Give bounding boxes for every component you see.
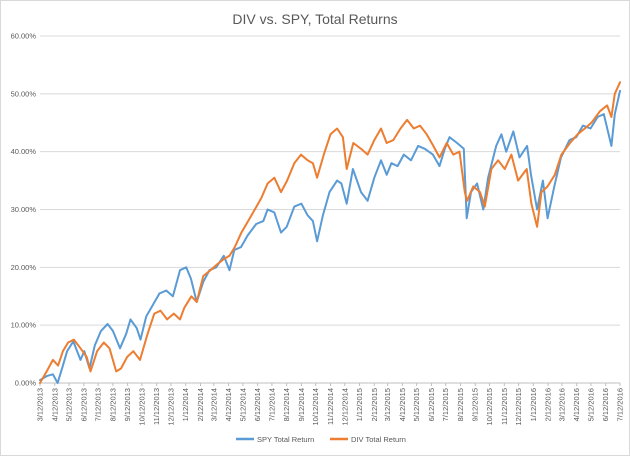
x-tick-label: 5/12/2016 <box>586 388 595 421</box>
y-tick-label: 10.00% <box>11 321 37 330</box>
x-tick-label: 7/12/2013 <box>94 388 103 421</box>
y-tick-label: 50.00% <box>11 89 37 98</box>
x-tick-label: 6/12/2016 <box>601 388 610 421</box>
gridlines <box>40 35 620 384</box>
legend-label: SPY Total Return <box>257 435 314 444</box>
x-tick-label: 5/12/2014 <box>238 388 247 421</box>
series-lines <box>39 81 621 384</box>
x-tick-label: 5/12/2013 <box>65 388 74 421</box>
y-tick-label: 0.00% <box>15 379 37 388</box>
legend: SPY Total Return DIV Total Return <box>236 435 406 444</box>
x-tick-label: 3/12/2015 <box>383 388 392 421</box>
x-tick-label: 2/12/2015 <box>370 388 379 421</box>
y-axis: 0.00% 10.00% 20.00% 30.00% 40.00% 50.00% 60.00… <box>11 32 37 388</box>
x-tick-label: 1/12/2014 <box>181 388 190 421</box>
x-tick-label: 3/12/2013 <box>36 388 45 421</box>
x-tick-label: 6/12/2014 <box>253 388 262 421</box>
x-tick-label: 4/12/2016 <box>572 388 581 421</box>
x-tick-label: 6/12/2013 <box>79 388 88 421</box>
x-tick-label: 2/12/2016 <box>544 388 553 421</box>
y-tick-label: 20.00% <box>11 263 37 272</box>
x-tick-label: 8/12/2015 <box>456 388 465 421</box>
y-tick-label: 40.00% <box>11 147 37 156</box>
x-tick-label: 4/12/2014 <box>224 388 233 421</box>
x-tick-label: 3/12/2014 <box>209 388 218 421</box>
x-tick-label: 9/12/2013 <box>123 388 132 421</box>
x-tick-label: 1/12/2016 <box>529 388 538 421</box>
x-tick-label: 11/12/2013 <box>152 388 161 425</box>
x-tick-label: 7/12/2015 <box>441 388 450 421</box>
y-tick-label: 60.00% <box>11 32 37 41</box>
x-tick-label: 10/12/2015 <box>485 388 494 426</box>
x-tick-label: 7/12/2014 <box>267 388 276 421</box>
x-tick-label: 8/12/2014 <box>282 388 291 421</box>
x-tick-label: 2/12/2014 <box>196 388 205 421</box>
x-tick-label: 7/12/2016 <box>616 388 625 421</box>
x-tick-label: 11/12/2014 <box>326 388 335 425</box>
x-tick-label: 9/12/2014 <box>297 388 306 421</box>
x-tick-label: 6/12/2015 <box>427 388 436 421</box>
x-tick-label: 10/12/2013 <box>137 388 146 426</box>
x-tick-label: 9/12/2015 <box>471 388 480 421</box>
x-tick-label: 12/12/2014 <box>340 388 349 426</box>
x-tick-label: 12/12/2013 <box>166 388 175 426</box>
x-tick-label: 4/12/2013 <box>50 388 59 421</box>
x-tick-label: 10/12/2014 <box>311 388 320 426</box>
series-line-div <box>39 81 621 384</box>
x-axis: 3/12/2013 4/12/2013 5/12/2013 6/12/2013 7/12… <box>36 383 625 426</box>
series-line-spy <box>39 89 621 384</box>
x-tick-label: 11/12/2015 <box>500 388 509 425</box>
x-tick-label: 3/12/2016 <box>557 388 566 421</box>
y-tick-label: 30.00% <box>11 205 37 214</box>
x-tick-label: 1/12/2015 <box>355 388 364 421</box>
x-tick-label: 5/12/2015 <box>412 388 421 421</box>
x-tick-label: 4/12/2015 <box>398 388 407 421</box>
chart-title: DIV vs. SPY, Total Returns <box>232 11 397 27</box>
x-tick-label: 8/12/2013 <box>108 388 117 421</box>
legend-label: DIV Total Return <box>351 435 406 444</box>
x-tick-label: 12/12/2015 <box>514 388 523 426</box>
